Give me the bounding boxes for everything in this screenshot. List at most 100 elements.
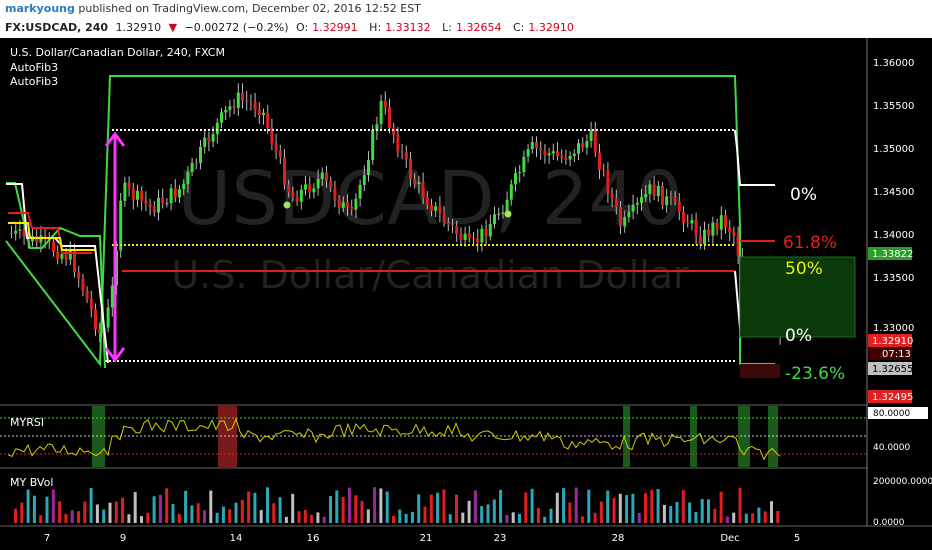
- volume-bar: [114, 501, 118, 523]
- ohlc-close: C: 1.32910: [513, 21, 574, 34]
- volume-bar: [278, 497, 282, 523]
- rsi-title[interactable]: MYRSI: [10, 416, 44, 429]
- candle-body: [379, 100, 383, 125]
- volume-bar: [511, 512, 515, 523]
- volume-bar: [417, 494, 421, 523]
- volume-bar: [738, 487, 742, 523]
- volume-bar: [379, 488, 383, 523]
- volume-bar: [366, 509, 370, 523]
- fib-label-618: 61.8%: [783, 233, 837, 253]
- candle-body: [392, 127, 396, 135]
- volume-bar: [436, 492, 440, 523]
- bvol-title[interactable]: MY BVol: [10, 476, 53, 489]
- down-arrow-icon: ▼: [168, 21, 178, 34]
- candle-body: [73, 250, 76, 273]
- author-link[interactable]: markyoung: [5, 2, 75, 15]
- candle-body: [640, 197, 643, 203]
- indicator-autofib-1[interactable]: AutoFib3: [10, 61, 58, 74]
- candle-body: [484, 228, 488, 237]
- volume-bar: [127, 514, 131, 523]
- volume-bar: [688, 502, 692, 523]
- candle-body: [644, 194, 648, 198]
- chart-area[interactable]: USDCAD, 240 U.S. Dollar/Canadian Dollar: [0, 38, 932, 550]
- candle-body: [694, 220, 698, 236]
- candle-body: [526, 149, 530, 157]
- candle-body: [543, 150, 547, 156]
- candle-body: [463, 233, 467, 240]
- volume-bar: [51, 489, 55, 523]
- volume-bar: [221, 506, 225, 523]
- volume-bar: [158, 494, 162, 523]
- price-axis-label: 1.33500: [873, 273, 914, 284]
- time-axis-label: 14: [230, 533, 243, 544]
- price-chart-svg[interactable]: USDCAD, 240 U.S. Dollar/Canadian Dollar: [0, 38, 932, 550]
- candle-body: [711, 222, 715, 236]
- candle-body: [207, 137, 211, 142]
- candle-body: [266, 113, 270, 128]
- volume-bar: [70, 510, 74, 523]
- volume-bar: [568, 502, 572, 523]
- candle-body: [631, 204, 635, 212]
- volume-bar: [442, 489, 446, 523]
- candle-body: [614, 198, 618, 208]
- volume-bar: [725, 516, 729, 523]
- volume-bar: [707, 499, 710, 523]
- volume-bar: [240, 499, 244, 523]
- candle-body: [194, 162, 198, 164]
- candle-body: [598, 152, 601, 170]
- candle-body: [358, 184, 362, 199]
- bvol-axis-hi: 200000.0000: [873, 477, 932, 487]
- candle-body: [190, 162, 194, 172]
- volume-bar: [587, 489, 591, 523]
- volume-bar: [536, 508, 540, 523]
- candle-body: [94, 309, 97, 330]
- volume-bar: [593, 512, 597, 523]
- small-fib-green: [6, 182, 106, 369]
- volume-bar: [499, 489, 503, 523]
- price-axis[interactable]: 1.36000 1.35500 1.35000 1.34500 1.34000 1.335…: [873, 58, 914, 334]
- rsi-highlight: [623, 406, 630, 467]
- candle-body: [236, 92, 240, 108]
- volume-bar: [770, 501, 773, 523]
- candle-body: [245, 100, 249, 102]
- volume-bar: [662, 504, 666, 523]
- fib-label-neg236: -23.6%: [785, 364, 845, 384]
- price-tag-red: [868, 334, 912, 347]
- candle-body: [278, 150, 282, 158]
- candle-body: [312, 188, 316, 193]
- candle-body: [522, 156, 526, 173]
- volume-bar: [228, 509, 232, 523]
- volume-bar: [644, 493, 647, 523]
- candle-body: [514, 172, 517, 185]
- volume-bar: [291, 493, 295, 523]
- candle-body: [572, 153, 576, 156]
- candle-body: [656, 185, 660, 197]
- candle-body: [333, 187, 337, 200]
- volume-bar: [763, 511, 767, 523]
- candle-body: [257, 110, 261, 115]
- candle-body: [480, 228, 484, 243]
- candle-body: [518, 172, 522, 174]
- rsi-axis-mid: 40.0000: [873, 443, 910, 453]
- volume-bar: [341, 496, 345, 523]
- volume-bar: [732, 512, 736, 523]
- ticker[interactable]: FX:USDCAD, 240: [5, 21, 109, 34]
- signal-dot: [283, 201, 291, 209]
- volume-bar: [272, 503, 276, 523]
- candle-body: [127, 182, 131, 189]
- time-axis[interactable]: 7 9 14 16 21 23 28 Dec 5: [44, 533, 800, 544]
- candle-body: [589, 130, 593, 142]
- ohlc-high: H: 1.33132: [369, 21, 431, 34]
- candle-body: [77, 272, 81, 279]
- candle-body: [341, 202, 345, 208]
- candle-body: [68, 250, 72, 260]
- indicator-autofib-2[interactable]: AutoFib3: [10, 75, 58, 88]
- candle-body: [455, 225, 459, 235]
- candle-body: [14, 230, 18, 234]
- candle-body: [10, 233, 13, 234]
- candle-body: [438, 206, 442, 214]
- candle-body: [732, 232, 736, 236]
- candle-body: [375, 124, 379, 131]
- candle-body: [299, 189, 303, 202]
- candle-body: [467, 233, 471, 238]
